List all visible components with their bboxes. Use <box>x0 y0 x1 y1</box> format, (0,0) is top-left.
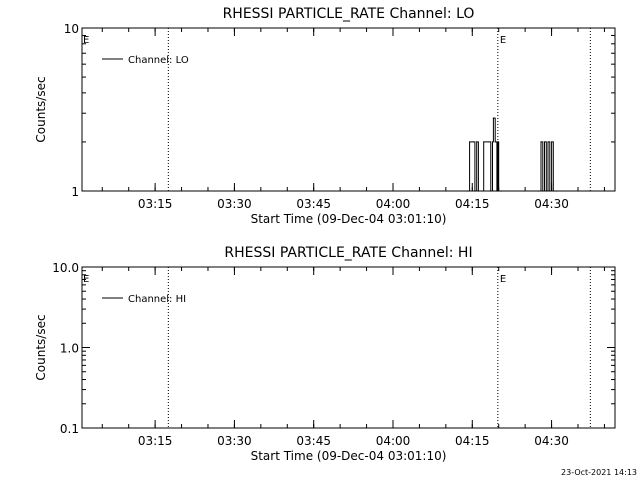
event-marker-label: E <box>500 35 506 46</box>
data-point <box>498 190 500 192</box>
data-point <box>492 117 495 119</box>
data-point <box>467 190 469 192</box>
y-tick-label: 0.1 <box>60 422 79 436</box>
data-point <box>474 190 476 192</box>
y-tick-label: 10 <box>64 22 79 36</box>
legend-label: Channel: LO <box>128 55 189 66</box>
x-tick-label: 03:45 <box>296 197 331 211</box>
edge-marker-label: E <box>83 35 89 46</box>
data-point <box>547 141 549 143</box>
data-point <box>481 190 483 192</box>
data-point <box>556 190 558 192</box>
x-axis-label: Start Time (09-Dec-04 03:01:10) <box>251 449 447 463</box>
data-point <box>500 190 502 192</box>
event-marker-label: E <box>500 274 506 285</box>
chart-title: RHESSI PARTICLE_RATE Channel: HI <box>224 245 472 261</box>
y-axis-label: Counts/sec <box>34 76 48 142</box>
data-point <box>483 141 485 143</box>
data-point <box>537 190 539 192</box>
series-line <box>467 117 557 192</box>
data-point <box>550 141 553 143</box>
plot-frame <box>81 27 616 192</box>
data-point <box>472 141 474 143</box>
plot-frame <box>81 266 616 429</box>
x-tick-label: 04:15 <box>455 197 490 211</box>
y-axis-label: Counts/sec <box>34 314 48 380</box>
x-tick-label: 04:15 <box>455 434 490 448</box>
timestamp-footer: 23-Oct-2021 14:13 <box>561 468 637 477</box>
data-point <box>497 141 499 143</box>
x-tick-label: 03:45 <box>296 434 331 448</box>
x-tick-label: 03:30 <box>217 197 252 211</box>
data-point <box>491 141 494 143</box>
x-axis-label: Start Time (09-Dec-04 03:01:10) <box>251 212 447 226</box>
chart-title: RHESSI PARTICLE_RATE Channel: LO <box>223 6 475 22</box>
y-tick-label: 10.0 <box>52 261 79 275</box>
data-point <box>545 190 547 192</box>
data-point <box>469 141 471 143</box>
data-point <box>494 141 496 143</box>
x-tick-label: 03:30 <box>217 434 252 448</box>
y-tick-label: 1.0 <box>60 342 79 356</box>
data-point <box>549 190 551 192</box>
data-point <box>540 141 542 143</box>
data-point <box>490 190 492 192</box>
x-tick-label: 04:30 <box>534 434 569 448</box>
x-tick-label: 03:15 <box>138 197 173 211</box>
data-point <box>543 141 546 143</box>
x-tick-label: 04:00 <box>376 197 411 211</box>
data-point <box>542 190 544 192</box>
y-tick-label: 1 <box>71 185 79 199</box>
data-point <box>496 190 498 192</box>
data-point <box>552 190 554 192</box>
edge-marker-label: E <box>83 274 89 285</box>
data-point <box>477 190 480 192</box>
data-point <box>487 141 489 143</box>
x-tick-label: 04:30 <box>534 197 569 211</box>
data-point <box>476 141 478 143</box>
x-tick-label: 04:00 <box>376 434 411 448</box>
legend-label: Channel: HI <box>128 294 186 305</box>
x-tick-label: 03:15 <box>138 434 173 448</box>
